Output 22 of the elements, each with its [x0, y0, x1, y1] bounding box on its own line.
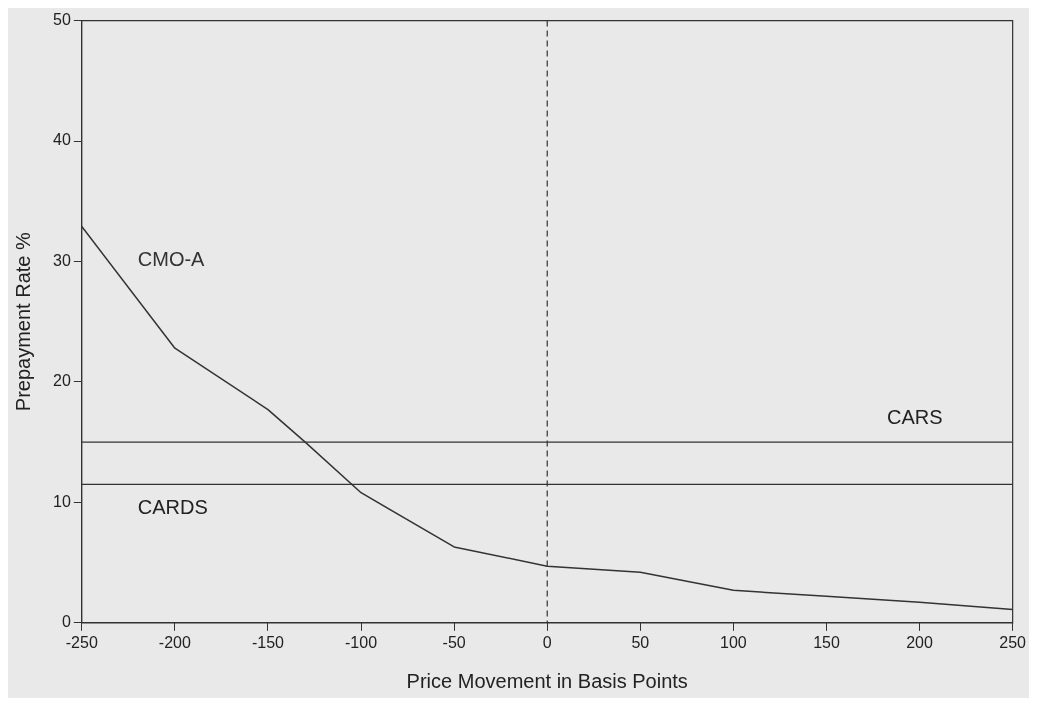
x-tick-label: -100: [345, 633, 378, 651]
ref-line-label: CARS: [887, 405, 943, 428]
ref-line-label: CARDS: [137, 495, 208, 518]
x-tick-label: 200: [906, 633, 934, 651]
y-tick-label: 40: [53, 131, 71, 149]
y-tick-label: 10: [53, 492, 71, 510]
y-tick-label: 30: [53, 251, 71, 269]
series-label: CMO-A: [137, 248, 206, 271]
x-tick-label: 150: [813, 633, 840, 651]
x-tick-label: 100: [720, 633, 747, 651]
y-tick-label: 20: [53, 372, 71, 390]
x-tick-label: -150: [251, 633, 285, 651]
x-tick-label: -50: [442, 633, 466, 651]
x-tick-label: 250: [999, 633, 1027, 651]
x-tick-label: -250: [65, 633, 98, 651]
y-tick-label: 0: [61, 613, 71, 631]
y-axis-title: Prepayment Rate %: [11, 232, 34, 412]
x-tick-label: 50: [631, 633, 650, 651]
y-tick-label: 50: [53, 11, 71, 29]
x-tick-label: -200: [158, 633, 191, 651]
x-tick-label: 0: [542, 633, 552, 651]
x-axis-title: Price Movement in Basis Points: [406, 669, 688, 692]
